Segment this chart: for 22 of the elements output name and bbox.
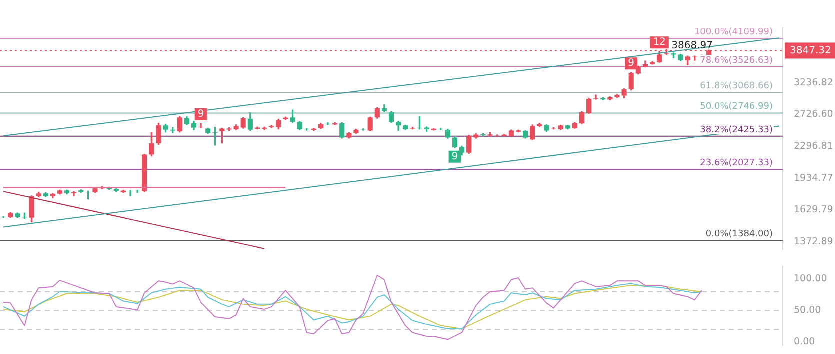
ref-line-label: 3847.32 (790, 45, 832, 56)
y-tick-label: 50.00 (794, 305, 822, 316)
text: 9 (452, 151, 458, 162)
y-tick-label: 3236.82 (794, 77, 834, 88)
y-tick-label: 100.00 (794, 274, 828, 285)
ref-line-label: 38.2%(2425.33) (700, 125, 773, 136)
ref-line-label: 23.6%(2027.33) (700, 158, 773, 169)
y-tick-label: 2726.60 (794, 109, 834, 120)
ref-line-label: 100.0%(4109.99) (694, 27, 773, 38)
ref-line-label: 50.0%(2746.99) (700, 102, 773, 112)
y-tick-label: 2296.81 (794, 140, 834, 152)
text: 9 (198, 109, 204, 120)
ref-line-label: 78.6%(3526.63) (700, 56, 773, 66)
ref-line-label: 0.0%(1384.00) (706, 229, 773, 240)
ref-line-label: 61.8%(3068.66) (700, 82, 773, 92)
y-tick-label: 1934.77 (794, 172, 834, 184)
annotation: 3868.97 (672, 40, 713, 52)
y-tick-label: 1629.79 (794, 204, 834, 216)
y-tick-label: 1372.89 (794, 236, 834, 248)
text: 12 (653, 37, 666, 48)
y-tick-label: 0.00 (794, 336, 816, 348)
text: 9 (628, 58, 635, 70)
